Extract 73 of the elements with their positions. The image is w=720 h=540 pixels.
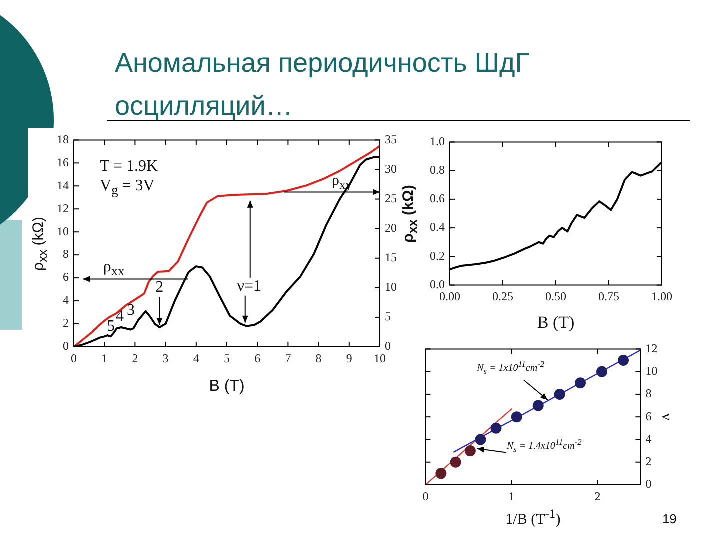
x-axis-title: 1/B (T$^{-1}$) (506, 507, 561, 529)
point (618, 355, 629, 366)
y-tick-label: 6 (646, 409, 652, 424)
text: 19 (662, 512, 677, 527)
chart-title: Аномальная периодичность ШдГ осцилляций… (115, 47, 531, 123)
y-tick-label: 12 (646, 341, 658, 356)
x-tick-label: 6 (254, 351, 261, 366)
y-tick-label: 10 (646, 364, 658, 378)
annotation: V$_{g}$ = 3V (100, 178, 155, 199)
x-tick-label: 0.00 (440, 290, 460, 304)
annotation: ν=1 (237, 278, 262, 296)
x-tick-label: 10 (374, 351, 386, 366)
x-tick-label: 2 (594, 489, 601, 504)
y-tick-label: 0.4 (430, 220, 445, 234)
x-tick-label: 1.00 (652, 290, 672, 304)
y-tick-label: 0.2 (430, 248, 445, 263)
annotation: 4 (116, 308, 124, 326)
x-tick-label: 0.25 (492, 290, 514, 304)
y-tick-label: 4 (646, 432, 652, 446)
y-tick-label: 1.0 (430, 134, 445, 148)
x-tick-label: 1 (508, 489, 515, 504)
y-tick-label: 0 (63, 339, 69, 354)
x-tick-label: 0.50 (546, 290, 566, 304)
y-tick-label: 10 (57, 224, 69, 238)
x-tick-label: 3 (162, 351, 169, 366)
y-tick-label: 2 (63, 316, 69, 330)
y-axis-title: ν (657, 414, 674, 420)
y-tick-label: 6 (63, 270, 69, 284)
x-tick-label: 0.75 (598, 290, 620, 304)
y-tick-label: 0.8 (430, 162, 445, 177)
y2-tick-label: 5 (385, 310, 391, 324)
y2-tick-label: 35 (385, 132, 397, 146)
annotation: 3 (127, 302, 135, 320)
x-tick-label: 4 (193, 351, 200, 366)
x-tick-label: 7 (285, 351, 292, 366)
point (575, 378, 586, 389)
y2-tick-label: 30 (385, 162, 397, 176)
point (554, 388, 566, 400)
y-tick-label: 18 (57, 132, 69, 146)
point (450, 456, 462, 468)
annotation: ρ$_{xx}$ (103, 258, 125, 280)
point (475, 434, 486, 446)
annotation: T = 1.9K (100, 158, 158, 176)
x-tick-label: 2 (132, 351, 138, 366)
y-tick-label: 0 (646, 477, 652, 492)
point (464, 446, 476, 457)
y-tick-label: 0.0 (430, 277, 445, 292)
y-tick-label: 16 (57, 155, 69, 170)
x-tick-label: 1 (102, 351, 108, 366)
y-tick-label: 2 (646, 454, 652, 469)
y2-tick-label: 25 (385, 191, 397, 206)
x-axis-title: B (T) (209, 378, 245, 396)
y-tick-label: 12 (57, 201, 69, 216)
x-tick-label: 8 (316, 351, 322, 366)
y-tick-label: 14 (57, 178, 69, 192)
annotation: 5 (107, 318, 115, 336)
point (436, 468, 447, 480)
y2-tick-label: 15 (385, 250, 397, 265)
point (596, 366, 608, 378)
y-tick-label: 0.6 (430, 192, 445, 206)
annotation: N$_{s}$ = 1.4x10$^{11}$cm$^{-2}$ (506, 438, 582, 454)
y2-tick-label: 10 (385, 280, 397, 294)
x-axis-title: B (T) (537, 313, 575, 334)
point (532, 400, 544, 412)
y-tick-label: 8 (646, 386, 652, 401)
point (511, 412, 522, 423)
y-tick-label: 8 (63, 247, 69, 262)
y2-tick-label: 20 (385, 220, 397, 235)
annotation: N$_{s}$ = 1x10$^{11}$cm$^{-2}$ (477, 360, 545, 376)
x-tick-label: 5 (224, 351, 230, 366)
point (490, 422, 502, 434)
x-tick-label: 9 (346, 351, 352, 366)
y2-tick-label: 0 (385, 339, 391, 354)
